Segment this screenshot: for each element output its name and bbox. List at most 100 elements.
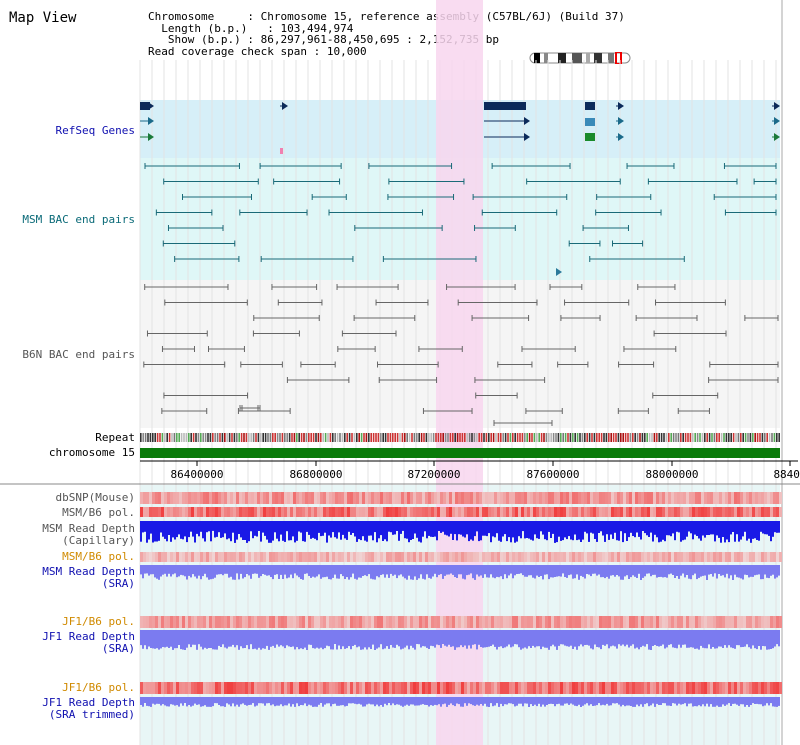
msm-depth-sra-bar[interactable] bbox=[286, 565, 288, 579]
jf1-b6-pol-trimmed-cell[interactable] bbox=[389, 682, 392, 694]
jf1-depth-sra-bar[interactable] bbox=[696, 630, 698, 649]
jf1-b6-pol-trimmed-cell[interactable] bbox=[488, 682, 491, 694]
msm-depth-sra-bar[interactable] bbox=[484, 565, 486, 575]
msm-depth-capillary-bar[interactable] bbox=[166, 521, 168, 542]
msm-depth-capillary-bar[interactable] bbox=[254, 521, 256, 536]
jf1-b6-pol-cell[interactable] bbox=[395, 616, 398, 628]
jf1-b6-pol-trimmed-cell[interactable] bbox=[404, 682, 407, 694]
msm-b6-pol-sra-cell[interactable] bbox=[707, 552, 710, 562]
msm-b6-pol-sra-cell[interactable] bbox=[572, 552, 575, 562]
jf1-depth-sra-bar[interactable] bbox=[232, 630, 234, 645]
jf1-b6-pol-trimmed-cell[interactable] bbox=[182, 682, 185, 694]
jf1-b6-pol-trimmed-cell[interactable] bbox=[434, 682, 437, 694]
repeat-element[interactable] bbox=[480, 433, 483, 442]
jf1-depth-trimmed-bar[interactable] bbox=[214, 697, 216, 704]
msm-depth-sra-bar[interactable] bbox=[236, 565, 238, 574]
jf1-b6-pol-cell[interactable] bbox=[767, 616, 770, 628]
msm-b6-pol-sra-cell[interactable] bbox=[374, 552, 377, 562]
msm-read-depth-sra-label[interactable]: MSM Read Depth bbox=[42, 565, 135, 578]
msm-b6-pol-sra-cell[interactable] bbox=[380, 552, 383, 562]
jf1-depth-trimmed-bar[interactable] bbox=[636, 697, 638, 705]
msm-b6-pol-cell[interactable] bbox=[611, 507, 614, 517]
jf1-depth-trimmed-bar[interactable] bbox=[496, 697, 498, 704]
msm-depth-sra-bar[interactable] bbox=[566, 565, 568, 578]
msm-depth-capillary-bar[interactable] bbox=[568, 521, 570, 537]
jf1-depth-sra-bar[interactable] bbox=[388, 630, 390, 649]
jf1-b6-pol-trimmed-cell[interactable] bbox=[506, 682, 509, 694]
msm-depth-capillary-bar[interactable] bbox=[724, 521, 726, 543]
jf1-depth-trimmed-bar[interactable] bbox=[262, 697, 264, 704]
msm-depth-capillary-bar[interactable] bbox=[770, 521, 772, 542]
msm-depth-sra-bar[interactable] bbox=[494, 565, 496, 579]
jf1-depth-sra-bar[interactable] bbox=[460, 630, 462, 646]
repeat-element[interactable] bbox=[204, 433, 207, 442]
msm-depth-sra-bar[interactable] bbox=[754, 565, 756, 576]
msm-depth-sra-bar[interactable] bbox=[368, 565, 370, 575]
msm-depth-capillary-bar[interactable] bbox=[344, 521, 346, 539]
dbsnp-cell[interactable] bbox=[230, 492, 233, 504]
jf1-b6-pol-cell[interactable] bbox=[392, 616, 395, 628]
jf1-depth-sra-bar[interactable] bbox=[464, 630, 466, 646]
jf1-depth-sra-bar[interactable] bbox=[504, 630, 506, 648]
jf1-depth-trimmed-bar[interactable] bbox=[518, 697, 520, 704]
repeat-element[interactable] bbox=[293, 433, 296, 442]
msm-b6-pol-cell[interactable] bbox=[596, 507, 599, 517]
jf1-depth-trimmed-bar[interactable] bbox=[274, 697, 276, 707]
jf1-b6-pol-trimmed-cell[interactable] bbox=[449, 682, 452, 694]
repeat-element[interactable] bbox=[742, 433, 744, 442]
jf1-b6-pol-trimmed-cell[interactable] bbox=[545, 682, 548, 694]
msm-b6-pol-sra-cell[interactable] bbox=[401, 552, 404, 562]
dbsnp-cell[interactable] bbox=[209, 492, 212, 504]
jf1-depth-sra-bar[interactable] bbox=[658, 630, 660, 647]
msm-depth-capillary-bar[interactable] bbox=[288, 521, 290, 541]
jf1-depth-trimmed-bar[interactable] bbox=[714, 697, 716, 707]
msm-depth-sra-bar[interactable] bbox=[728, 565, 730, 579]
msm-depth-sra-bar[interactable] bbox=[552, 565, 554, 578]
msm-depth-sra-bar[interactable] bbox=[742, 565, 744, 580]
jf1-b6-pol-trimmed-cell[interactable] bbox=[479, 682, 482, 694]
msm-depth-capillary-bar[interactable] bbox=[702, 521, 704, 536]
msm-depth-sra-bar[interactable] bbox=[772, 565, 774, 575]
repeat-element[interactable] bbox=[468, 433, 471, 442]
msm-depth-sra-bar[interactable] bbox=[448, 565, 450, 575]
dbsnp-cell[interactable] bbox=[593, 492, 596, 504]
jf1-depth-trimmed-bar[interactable] bbox=[456, 697, 458, 704]
repeat-element[interactable] bbox=[708, 433, 711, 442]
jf1-depth-trimmed-bar[interactable] bbox=[294, 697, 296, 707]
msm-b6-pol-cell[interactable] bbox=[722, 507, 725, 517]
msm-b6-pol-cell[interactable] bbox=[413, 507, 416, 517]
refseq-gene-block[interactable] bbox=[585, 133, 595, 141]
jf1-b6-pol-cell[interactable] bbox=[335, 616, 338, 628]
jf1-depth-sra-bar[interactable] bbox=[326, 630, 328, 646]
msm-depth-capillary-bar[interactable] bbox=[396, 521, 398, 531]
msm-depth-sra-bar[interactable] bbox=[702, 565, 704, 576]
jf1-depth-sra-bar[interactable] bbox=[620, 630, 622, 646]
msm-depth-sra-bar[interactable] bbox=[768, 565, 770, 579]
repeat-element[interactable] bbox=[608, 433, 610, 442]
jf1-depth-sra-bar[interactable] bbox=[562, 630, 564, 645]
jf1-depth-sra-bar[interactable] bbox=[370, 630, 372, 649]
msm-b6-pol-sra-cell[interactable] bbox=[731, 552, 734, 562]
jf1-depth-trimmed-bar[interactable] bbox=[250, 697, 252, 705]
msm-depth-capillary-bar[interactable] bbox=[694, 521, 696, 535]
msm-b6-pol-sra-cell[interactable] bbox=[644, 552, 647, 562]
msm-b6-pol-cell[interactable] bbox=[671, 507, 674, 517]
msm-depth-sra-bar[interactable] bbox=[394, 565, 396, 575]
repeat-element[interactable] bbox=[764, 433, 766, 442]
msm-depth-capillary-bar[interactable] bbox=[514, 521, 516, 543]
jf1-b6-pol-trimmed-cell[interactable] bbox=[551, 682, 554, 694]
dbsnp-cell[interactable] bbox=[242, 492, 245, 504]
jf1-depth-trimmed-bar[interactable] bbox=[686, 697, 688, 707]
msm-depth-sra-bar[interactable] bbox=[458, 565, 460, 575]
jf1-depth-trimmed-bar[interactable] bbox=[304, 697, 306, 704]
jf1-b6-pol-trimmed-cell[interactable] bbox=[674, 682, 677, 694]
jf1-depth-trimmed-bar[interactable] bbox=[338, 697, 340, 706]
msm-depth-capillary-bar[interactable] bbox=[418, 521, 420, 542]
msm-depth-sra-bar[interactable] bbox=[324, 565, 326, 578]
jf1-depth-sra-bar[interactable] bbox=[454, 630, 456, 650]
msm-depth-capillary-bar[interactable] bbox=[624, 521, 626, 534]
msm-depth-sra-bar[interactable] bbox=[358, 565, 360, 578]
repeat-element[interactable] bbox=[605, 433, 608, 442]
jf1-b6-pol-cell[interactable] bbox=[758, 616, 761, 628]
